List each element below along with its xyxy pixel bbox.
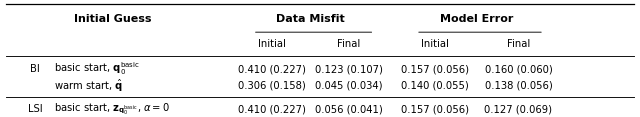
- Text: 0.157 (0.056): 0.157 (0.056): [401, 104, 469, 114]
- Text: Initial: Initial: [421, 39, 449, 49]
- Text: 0.045 (0.034): 0.045 (0.034): [315, 80, 383, 90]
- Text: 0.138 (0.056): 0.138 (0.056): [484, 80, 552, 90]
- Text: 0.140 (0.055): 0.140 (0.055): [401, 80, 469, 90]
- Text: basic start, $\mathbf{z}_{\mathbf{q}_0^\mathrm{basic}}$, $\alpha = 0$: basic start, $\mathbf{z}_{\mathbf{q}_0^\…: [54, 101, 170, 117]
- Text: 0.160 (0.060): 0.160 (0.060): [484, 64, 552, 74]
- Text: 0.056 (0.041): 0.056 (0.041): [315, 104, 383, 114]
- Text: Data Misfit: Data Misfit: [276, 14, 345, 24]
- Text: 0.157 (0.056): 0.157 (0.056): [401, 64, 469, 74]
- Text: Final: Final: [507, 39, 530, 49]
- Text: 0.127 (0.069): 0.127 (0.069): [484, 104, 552, 114]
- Text: 0.306 (0.158): 0.306 (0.158): [238, 80, 306, 90]
- Text: Initial: Initial: [258, 39, 286, 49]
- Text: warm start, $\hat{\mathbf{q}}$: warm start, $\hat{\mathbf{q}}$: [54, 77, 124, 93]
- Text: Initial Guess: Initial Guess: [74, 14, 151, 24]
- Text: 0.410 (0.227): 0.410 (0.227): [238, 104, 306, 114]
- Text: Model Error: Model Error: [440, 14, 513, 24]
- Text: 0.123 (0.107): 0.123 (0.107): [315, 64, 383, 74]
- Text: 0.410 (0.227): 0.410 (0.227): [238, 64, 306, 74]
- Text: BI: BI: [30, 64, 40, 74]
- Text: LSI: LSI: [28, 104, 42, 114]
- Text: Final: Final: [337, 39, 360, 49]
- Text: basic start, $\mathbf{q}_0^\mathrm{basic}$: basic start, $\mathbf{q}_0^\mathrm{basic…: [54, 61, 140, 77]
